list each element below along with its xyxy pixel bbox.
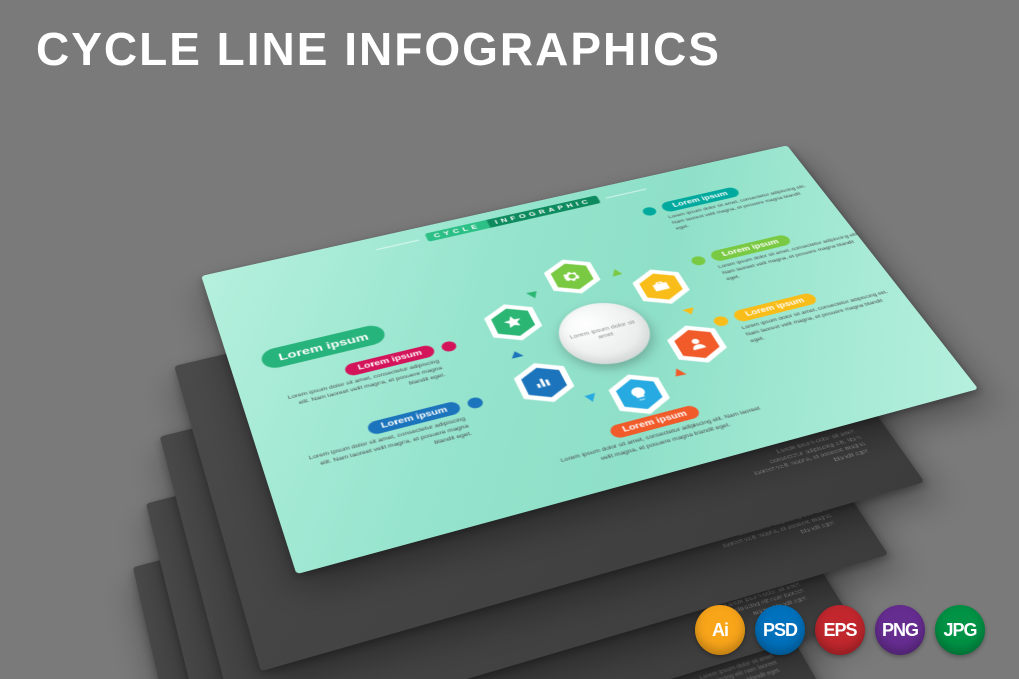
hex-node-briefcase bbox=[623, 262, 699, 311]
format-badge-eps: EPS bbox=[815, 605, 865, 655]
gear-icon bbox=[558, 267, 586, 285]
hex-node-bars bbox=[504, 355, 583, 410]
format-badge-jpg: JPG bbox=[935, 605, 985, 655]
hex-node-gear bbox=[535, 252, 609, 300]
block-right-bot: Lorem ipsum Lorem ipsum dolor sit amet, … bbox=[730, 274, 900, 344]
cycle-arrow bbox=[583, 391, 595, 401]
chip-left: CYCLE bbox=[424, 220, 489, 242]
cycle-arrow bbox=[682, 307, 697, 315]
block-left-bot: Lorem ipsum Lorem ipsum dolor sit amet, … bbox=[297, 398, 473, 478]
hex-node-bulb bbox=[598, 366, 679, 422]
block-right-mid: Lorem ipsum Lorem ipsum dolor sit amet, … bbox=[707, 217, 871, 282]
bulb-icon bbox=[623, 383, 654, 404]
card-stage: Lorem ipsum dolor sit amet consectetur a… bbox=[0, 0, 1019, 679]
block-right-top: Lorem ipsum Lorem ipsum dolor sit amet, … bbox=[658, 171, 816, 231]
chip-label: CYCLEINFOGRAPHIC bbox=[425, 196, 600, 240]
hex-node-star bbox=[475, 297, 551, 348]
cycle-arrow bbox=[508, 349, 523, 358]
block-left-top: Lorem ipsum Lorem ipsum dolor sit amet, … bbox=[277, 342, 446, 416]
format-badge-psd: PSD bbox=[755, 605, 805, 655]
hero-label: Lorem ipsum bbox=[258, 323, 387, 371]
format-badges: AiPSDEPSPNGJPG bbox=[695, 605, 985, 655]
format-badge-ai: Ai bbox=[695, 605, 745, 655]
cycle-arrow bbox=[526, 288, 541, 298]
star-icon bbox=[498, 312, 527, 331]
center-circle: Lorem ipsum dolor sit amet bbox=[546, 294, 664, 372]
briefcase-icon bbox=[646, 277, 675, 295]
hex-node-person bbox=[657, 318, 737, 370]
chip-right: INFOGRAPHIC bbox=[485, 195, 600, 228]
format-badge-png: PNG bbox=[875, 605, 925, 655]
person-icon bbox=[681, 333, 711, 353]
cycle-arrow bbox=[670, 368, 686, 379]
bars-icon bbox=[529, 371, 559, 392]
cycle-arrow bbox=[612, 269, 623, 278]
